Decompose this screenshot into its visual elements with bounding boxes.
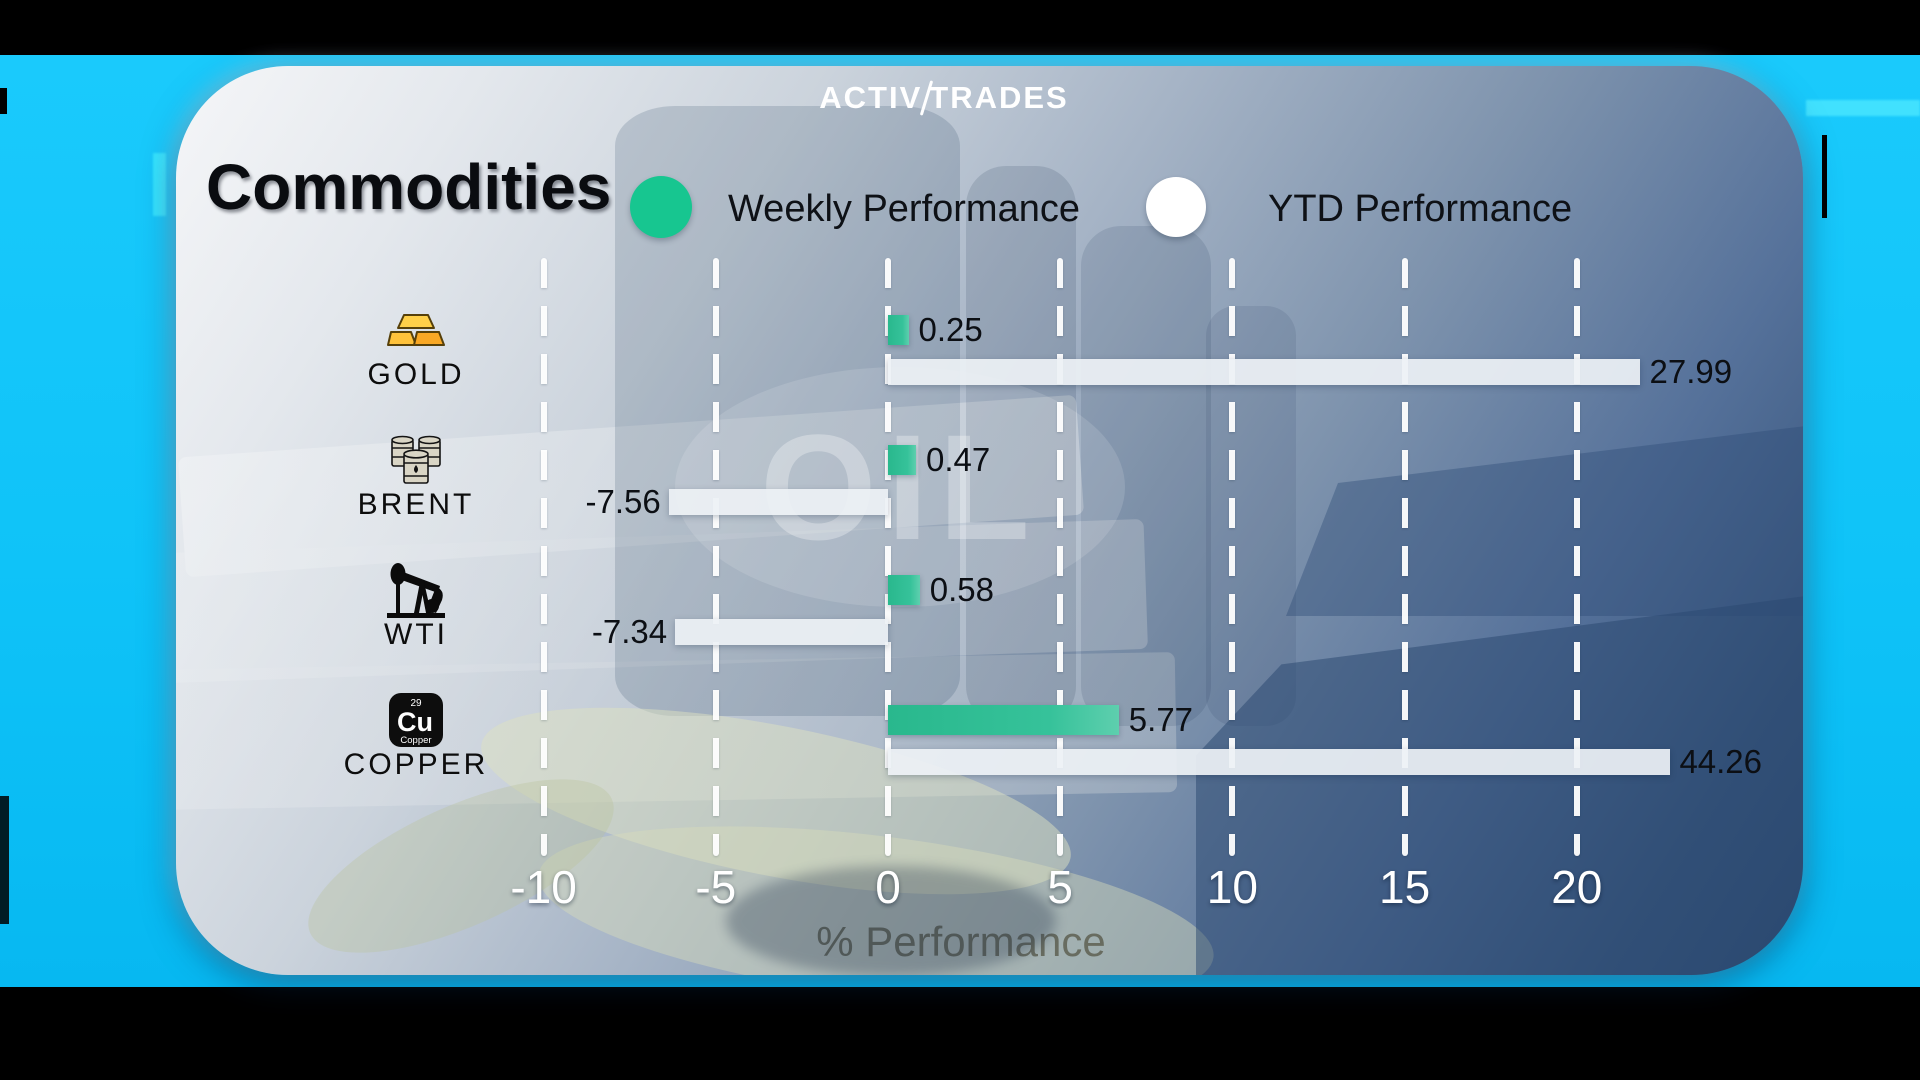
page-title: Commodities: [206, 151, 612, 223]
gridline--5: [712, 258, 719, 856]
copper-weekly-value: 5.77: [1128, 701, 1194, 738]
category-icon-copper-element: 29 Cu Copper: [389, 693, 443, 747]
x-tick-label: 20: [1551, 861, 1603, 913]
oil-watermark-text: OIL: [760, 402, 1040, 571]
activtrades-logo: ACTIV TRADES: [794, 80, 1094, 116]
category-label-copper: COPPER: [343, 748, 489, 781]
copper-ytd-bar: [888, 749, 1671, 775]
wti-ytd-bar: [675, 619, 888, 645]
ytd-legend-dot: [1146, 177, 1206, 237]
category-icon-gold-bars: [387, 312, 445, 348]
background-pipe-photo: [1081, 226, 1211, 726]
right-cyan-streak-artifact: [1806, 100, 1920, 116]
gold-weekly-bar: [888, 315, 909, 345]
chart-area: -10 -5 0 5 10 15 20 GOLD 0.25 27.99 BRENT 0.47 -7.56…: [176, 66, 1803, 975]
logo-text-left: ACTIV: [819, 80, 923, 115]
category-label-wti: WTI: [384, 618, 448, 651]
svg-text:29: 29: [410, 698, 422, 709]
svg-text:Copper: Copper: [400, 735, 431, 746]
category-label-brent: BRENT: [357, 488, 475, 521]
left-black-smudge-artifact: [0, 796, 9, 924]
commodities-card: OIL ACTIV TRADES Commodities Weekly Perfo…: [176, 66, 1803, 975]
gridline-5: [1057, 258, 1064, 856]
copper-ytd-value: 44.26: [1679, 743, 1763, 780]
right-black-line-artifact: [1822, 135, 1827, 218]
background-coffee-beans-photo: [726, 866, 1056, 975]
copper-weekly-bar: [888, 705, 1119, 735]
brent-weekly-bar: [888, 445, 916, 475]
x-tick-label: -10: [510, 861, 577, 913]
category-icon-pumpjack: [385, 561, 447, 619]
gridline-0: [885, 258, 891, 856]
left-black-mark-artifact: [0, 88, 7, 114]
category-label-gold: GOLD: [367, 358, 465, 391]
category-icon-oil-barrels: [389, 435, 443, 485]
x-tick-label: 0: [875, 861, 901, 913]
gold-ytd-value: 27.99: [1649, 353, 1733, 390]
brent-weekly-value: 0.47: [925, 441, 991, 478]
gridline--10: [540, 258, 547, 856]
x-tick-label: 5: [1047, 861, 1073, 913]
brent-ytd-bar: [668, 489, 888, 515]
weekly-legend-label: Weekly Performance: [728, 188, 1080, 230]
gridline-10: [1229, 258, 1236, 856]
left-cyan-sliver-artifact: [153, 153, 166, 216]
gridline-15: [1401, 258, 1408, 856]
gridline-20: [1573, 258, 1580, 856]
gold-weekly-value: 0.25: [918, 311, 983, 348]
oil-barrel-watermark: OIL: [675, 367, 1125, 607]
svg-text:Cu: Cu: [397, 707, 433, 737]
wti-ytd-value: -7.34: [591, 613, 668, 650]
x-tick-label: 10: [1206, 861, 1258, 913]
wti-weekly-value: 0.58: [929, 571, 994, 608]
gold-ytd-bar: [888, 359, 1641, 385]
ytd-legend-label: YTD Performance: [1268, 188, 1573, 230]
x-tick-label: -5: [695, 861, 737, 913]
x-tick-label: 15: [1379, 861, 1431, 913]
logo-text-right: TRADES: [929, 80, 1069, 115]
brent-ytd-value: -7.56: [585, 483, 661, 520]
wti-weekly-bar: [888, 575, 920, 605]
weekly-legend-dot: [630, 176, 692, 238]
x-axis-title: % Performance: [816, 918, 1106, 965]
